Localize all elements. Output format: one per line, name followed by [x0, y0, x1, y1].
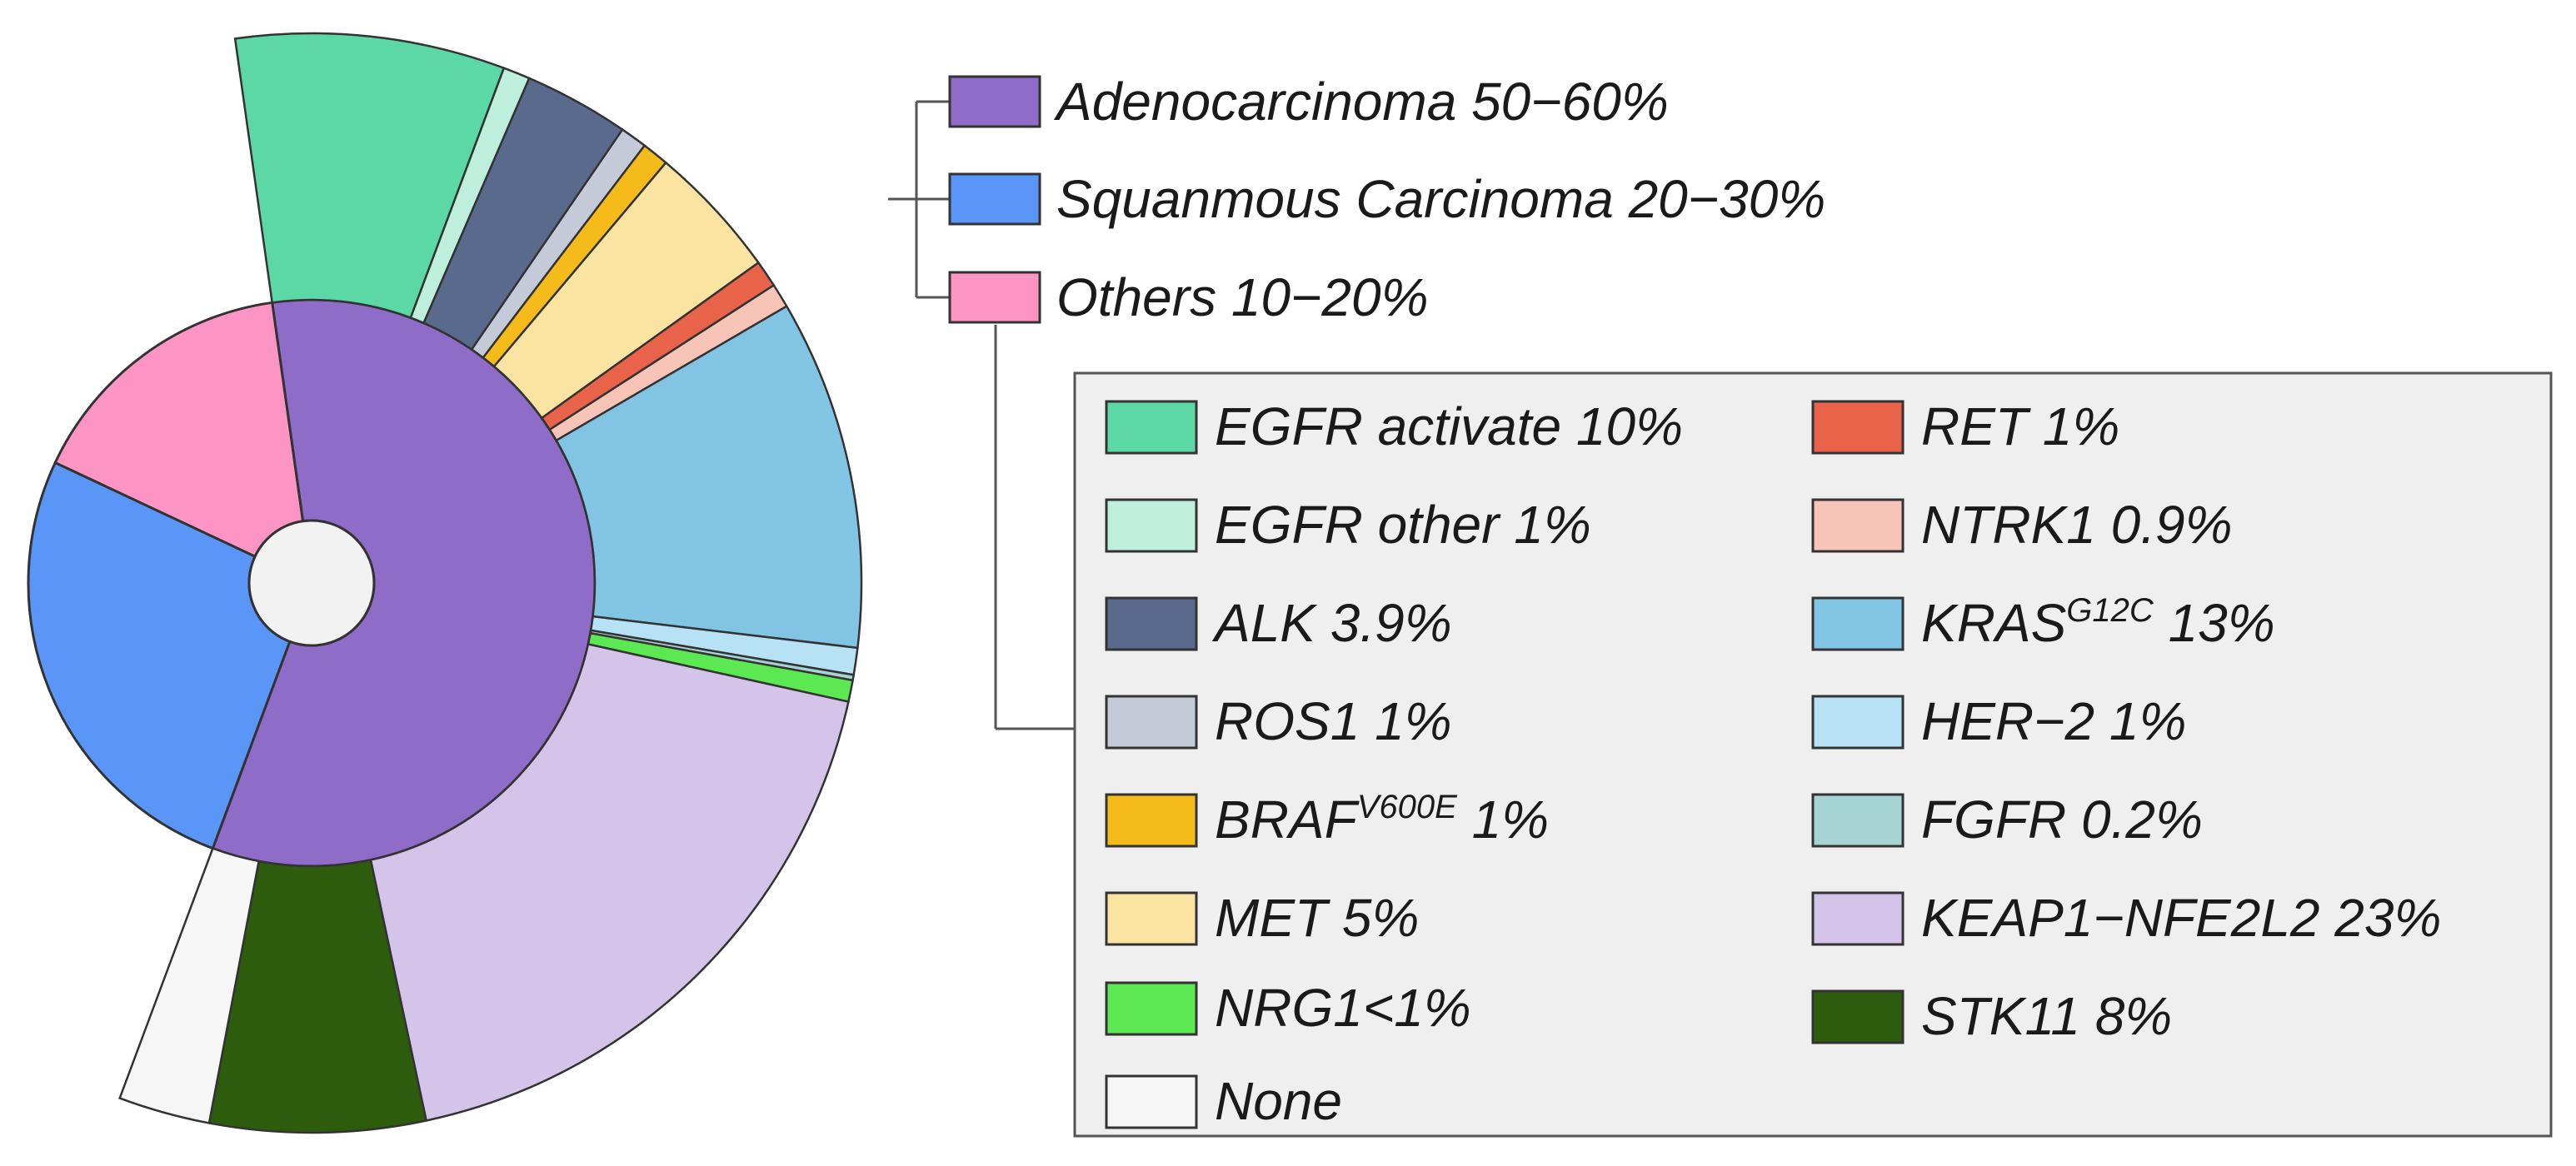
mutation-slice-none [118, 847, 261, 1124]
legend-swatch-ntrk1 [1811, 498, 1905, 553]
legend-swatch-kras-g12c [1811, 596, 1905, 651]
legend-label-met: MET 5% [1215, 888, 1419, 948]
legend-label-keap1-nfe2l2: KEAP1−NFE2L2 23% [1921, 888, 2441, 948]
legend-swatch-others [948, 271, 1041, 324]
legend-swatch-none [1105, 1074, 1198, 1129]
legend-swatch-alk [1105, 596, 1198, 651]
legend-swatch-squanmous [948, 172, 1041, 226]
legend-swatch-nrg1 [1105, 981, 1198, 1036]
legend-label-her-2: HER−2 1% [1921, 691, 2186, 751]
legend-swatch-egfr-activate [1105, 400, 1198, 455]
legend-label-adenocarcinoma: Adenocarcinoma 50−60% [1053, 72, 1669, 132]
legend-swatch-stk11 [1811, 989, 1905, 1044]
mutation-slice-keap1-nfe2l2 [369, 642, 850, 1122]
legend-label-nrg1: NRG1<1% [1215, 978, 1471, 1038]
mutation-legend: EGFR activate 10% EGFR other 1% ALK 3.9% RO… [1105, 396, 2441, 1131]
legend-label-kras-g12c: KRASG12C 13% [1921, 592, 2275, 653]
legend-label-egfr-other: EGFR other 1% [1215, 495, 1591, 555]
legend-label-ntrk1: NTRK1 0.9% [1921, 495, 2232, 555]
legend-label-egfr-activate: EGFR activate 10% [1215, 396, 1683, 456]
legend-swatch-keap1-nfe2l2 [1811, 891, 1905, 946]
legend-swatch-braf-v600e [1105, 793, 1198, 848]
legend-swatch-fgfr [1811, 793, 1905, 848]
legend-swatch-egfr-other [1105, 498, 1198, 553]
legend-label-squanmous: Squanmous Carcinoma 20−30% [1056, 169, 1825, 229]
legend-swatch-met [1105, 891, 1198, 946]
legend-label-ret: RET 1% [1921, 396, 2119, 456]
histology-legend: Adenocarcinoma 50−60% Squanmous Carcinoma… [948, 72, 1825, 327]
legend-label-stk11: STK11 8% [1921, 986, 2172, 1046]
mutation-ring [118, 32, 863, 1134]
legend-label-ros1: ROS1 1% [1215, 691, 1452, 751]
mutation-slice-kras-g12c [555, 304, 863, 650]
legend-label-fgfr: FGFR 0.2% [1921, 790, 2203, 850]
legend-swatch-ret [1811, 400, 1905, 455]
legend-label-none: None [1215, 1071, 1342, 1131]
legend-label-alk: ALK 3.9% [1211, 593, 1452, 653]
legend-swatch-her-2 [1811, 695, 1905, 750]
legend-label-others: Others 10−20% [1056, 267, 1429, 327]
histology-legend-connector [888, 100, 1075, 730]
legend-swatch-adenocarcinoma [948, 75, 1041, 128]
legend-swatch-ros1 [1105, 695, 1198, 750]
center-hole [247, 519, 376, 647]
